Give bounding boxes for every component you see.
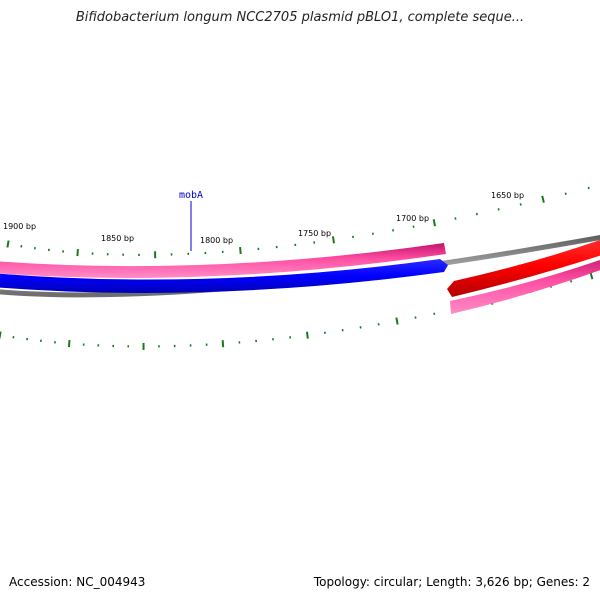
map-title: Bifidobacterium longum NCC2705 plasmid p… (75, 10, 525, 25)
inner-tick-minor (570, 280, 573, 283)
accession-label: Accession: (9, 575, 73, 589)
accession-value: NC_004943 (76, 575, 146, 589)
outer-tick-minor (519, 203, 522, 206)
outer-scale-ticks (6, 186, 590, 259)
inner-tick-major (0, 331, 2, 339)
outer-tick-major (541, 195, 545, 203)
inner-tick-major (67, 339, 71, 348)
gene-label-mobA: mobA (179, 190, 203, 201)
feature-pink-right[interactable] (450, 253, 600, 314)
footer-accession: Accession: NC_004943 (9, 575, 145, 589)
inner-tick-major (395, 317, 399, 325)
footer-summary: Topology: circular; Length: 3,626 bp; Ge… (313, 575, 590, 589)
outer-tick-major (432, 219, 437, 227)
outer-tick-minor (587, 186, 590, 190)
tick-label-1750: 1750 bp (298, 229, 331, 238)
gene-mobA-arrow[interactable] (0, 259, 448, 293)
tick-label-1900: 1900 bp (3, 222, 36, 231)
outer-tick-major (76, 249, 79, 257)
tick-label-1800: 1800 bp (200, 236, 233, 245)
gene-red-arrow[interactable] (447, 233, 600, 297)
outer-tick-minor (564, 192, 567, 195)
tick-label-1650: 1650 bp (491, 191, 524, 200)
feature-pink-left[interactable] (0, 243, 446, 278)
outer-tick-major (239, 246, 242, 255)
outer-tick-major (6, 240, 10, 248)
tick-label-1700: 1700 bp (396, 214, 429, 223)
outer-tick-major (331, 236, 335, 244)
tick-label-1850: 1850 bp (101, 234, 134, 243)
inner-tick-major (305, 331, 309, 339)
